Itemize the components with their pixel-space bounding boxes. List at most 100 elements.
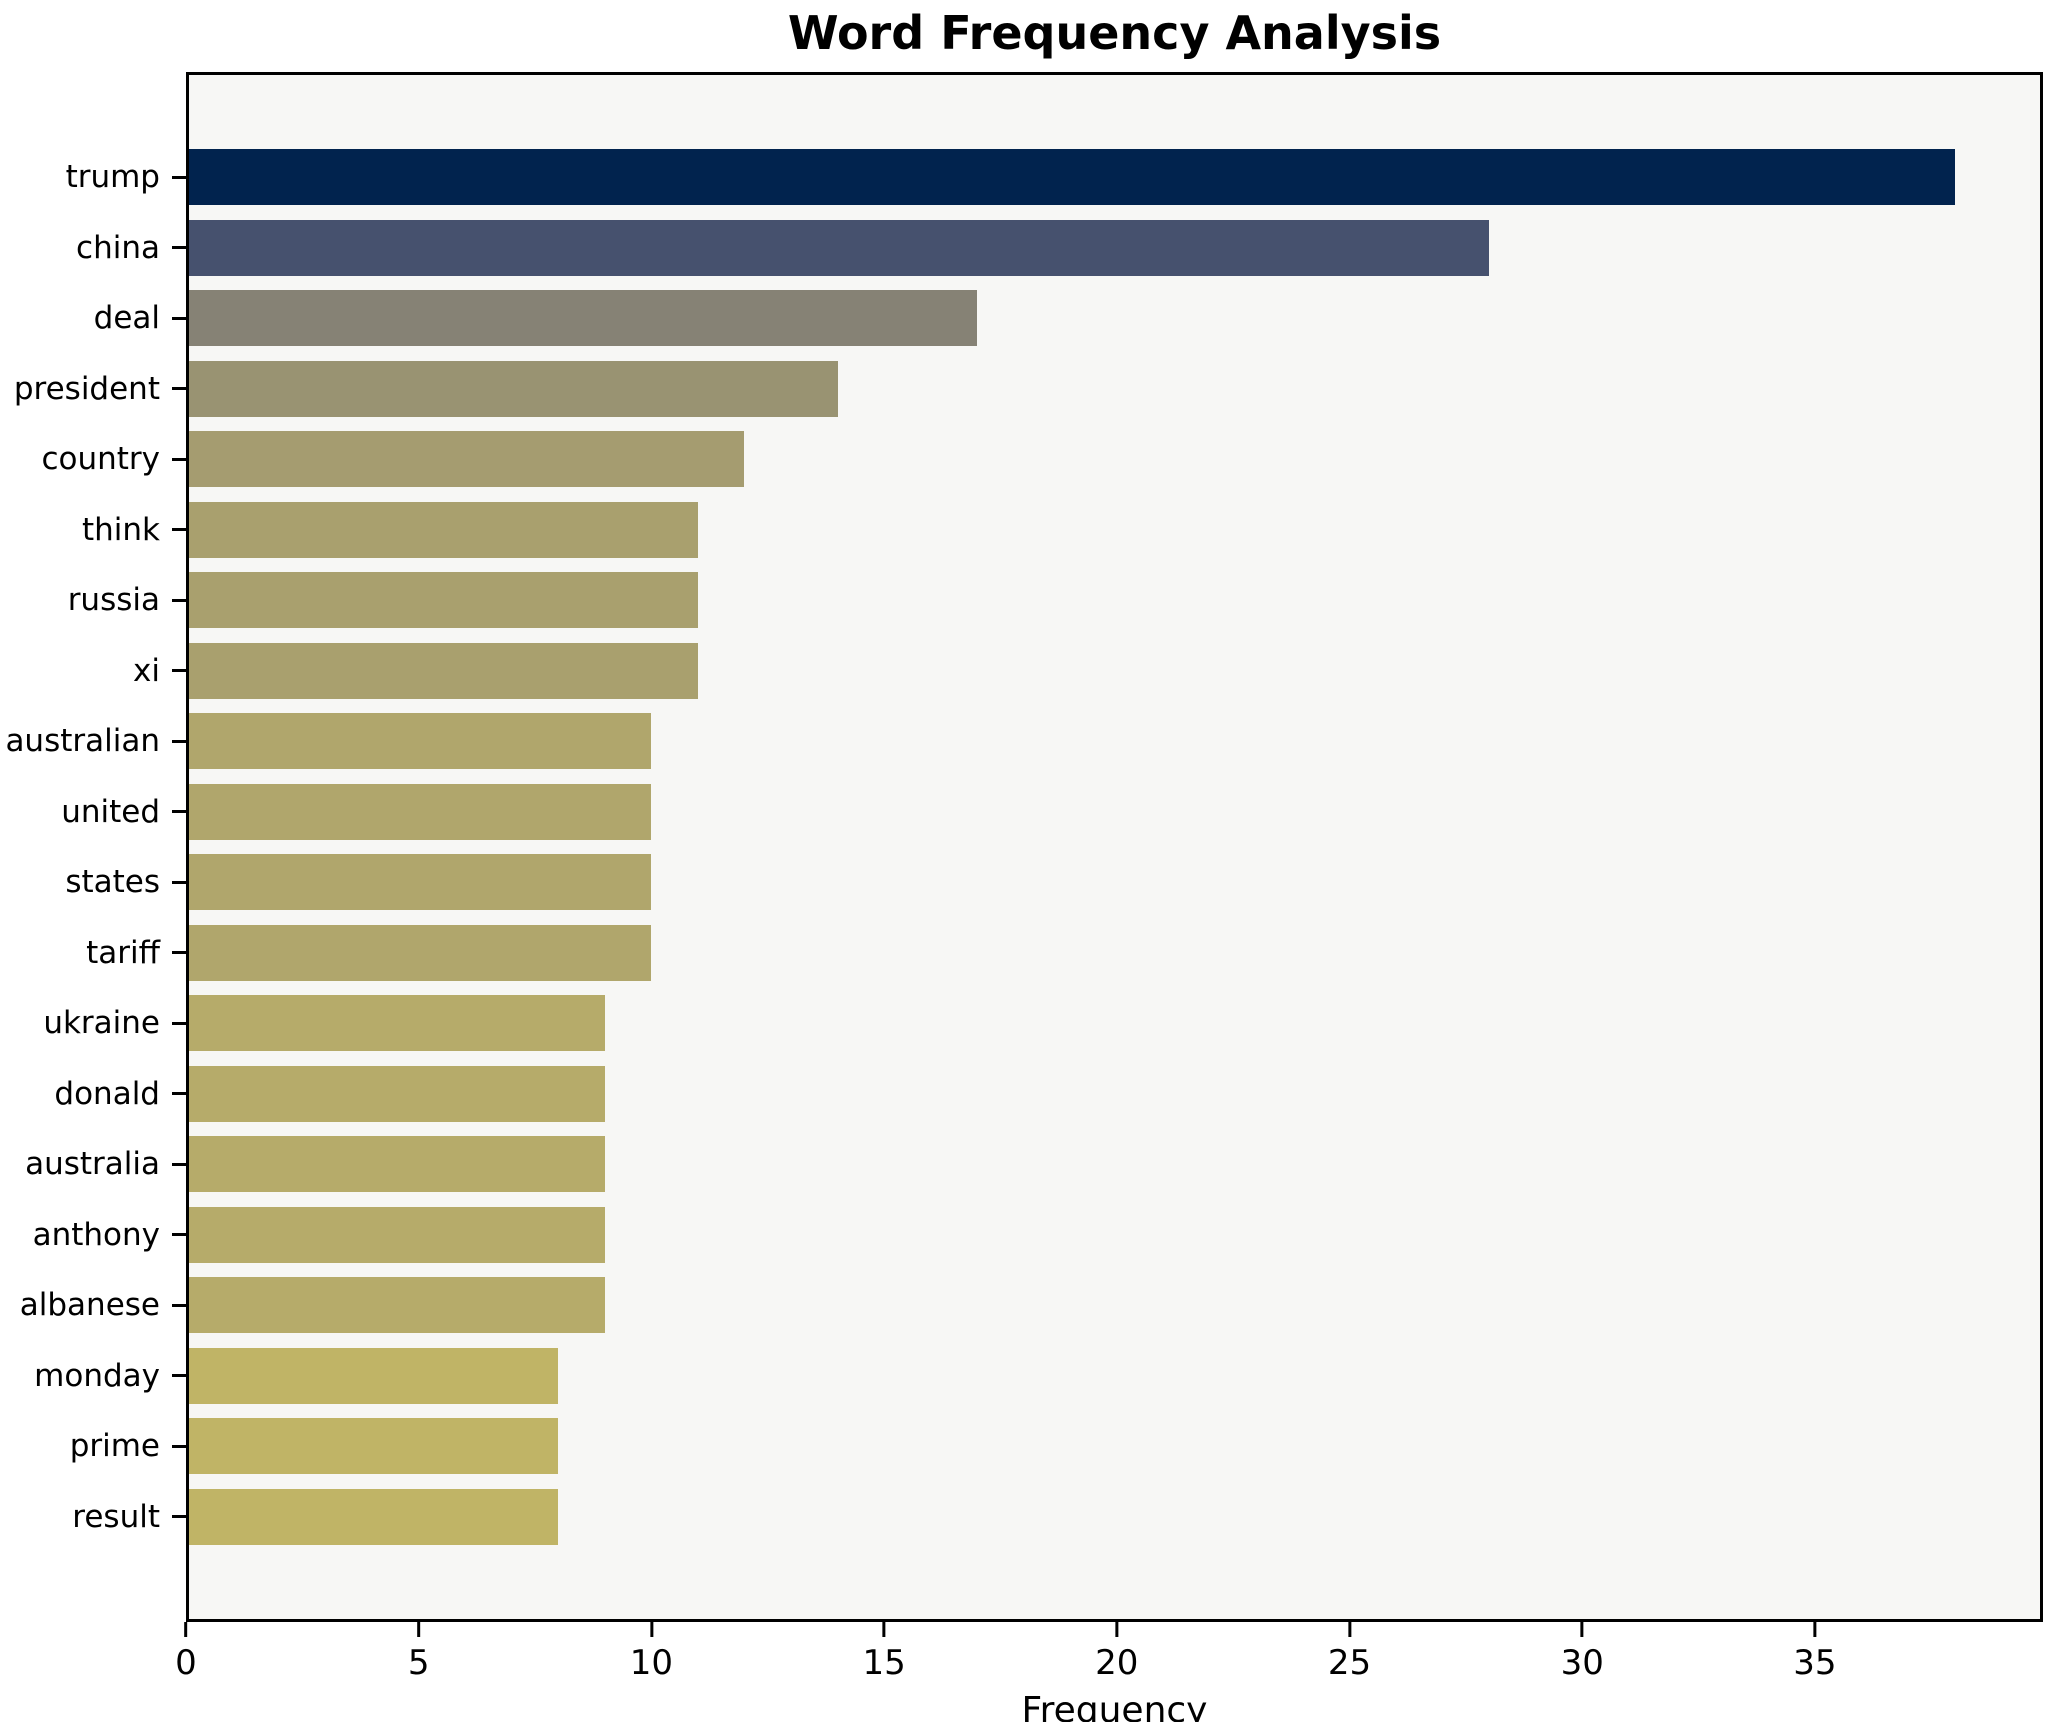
- y-tick-mark: [172, 175, 186, 179]
- y-tick-cell: [172, 424, 186, 495]
- bar-states: [186, 854, 652, 911]
- x-tick-mark: [1348, 1622, 1352, 1637]
- y-tick-cell: [172, 354, 186, 425]
- y-tick-mark: [172, 1092, 186, 1096]
- x-tick-mark: [1813, 1622, 1817, 1637]
- bar-row-states: [186, 847, 2043, 918]
- bar-row-monday: [186, 1341, 2043, 1412]
- y-tick-mark: [172, 316, 186, 320]
- chart-title: Word Frequency Analysis: [787, 6, 1442, 60]
- y-tick-mark: [172, 1021, 186, 1025]
- bar-xi: [186, 642, 698, 699]
- y-tick-mark: [172, 810, 186, 814]
- y-axis-label-albanese: albanese: [19, 1287, 160, 1324]
- bar-president: [186, 360, 838, 417]
- y-tick-mark: [172, 1374, 186, 1378]
- x-tick-mark: [417, 1622, 421, 1637]
- y-tick-cell: [172, 283, 186, 354]
- x-tick-mark: [649, 1622, 653, 1637]
- bar-deal: [186, 290, 978, 347]
- y-tick-mark: [172, 387, 186, 391]
- y-tick-cell: [172, 1200, 186, 1271]
- y-tick-mark: [172, 246, 186, 250]
- y-axis-label-united: united: [61, 793, 160, 830]
- y-tick-mark: [172, 669, 186, 673]
- x-tick-10: 10: [630, 1622, 673, 1683]
- y-axis-label-trump: trump: [65, 159, 160, 196]
- y-tick-mark: [172, 1233, 186, 1237]
- y-tick-cell: [172, 988, 186, 1059]
- bar-australia: [186, 1136, 605, 1193]
- y-axis-label-donald: donald: [54, 1075, 160, 1112]
- y-axis-label-china: china: [76, 229, 160, 266]
- y-axis-label-australian: australian: [5, 723, 160, 760]
- y-axis-label-monday: monday: [34, 1357, 160, 1394]
- bars-container: [186, 142, 2043, 1552]
- y-tick-cell: [172, 777, 186, 848]
- bar-row-country: [186, 424, 2043, 495]
- bar-row-tariff: [186, 918, 2043, 989]
- bar-row-russia: [186, 565, 2043, 636]
- bar-row-donald: [186, 1059, 2043, 1130]
- y-tick-cell: [172, 565, 186, 636]
- bar-row-australian: [186, 706, 2043, 777]
- y-axis-label-prime: prime: [69, 1428, 160, 1465]
- bar-donald: [186, 1065, 605, 1122]
- x-tick-label: 35: [1793, 1643, 1837, 1683]
- bar-ukraine: [186, 995, 605, 1052]
- bar-anthony: [186, 1206, 605, 1263]
- bar-russia: [186, 572, 698, 629]
- bar-result: [186, 1488, 559, 1545]
- x-tick-35: 35: [1793, 1622, 1837, 1683]
- y-tick-mark: [172, 739, 186, 743]
- y-tick-cell: [172, 495, 186, 566]
- bar-row-xi: [186, 636, 2043, 707]
- y-axis-label-tariff: tariff: [86, 934, 160, 971]
- x-tick-20: 20: [1095, 1622, 1138, 1683]
- y-tick-cell: [172, 1482, 186, 1553]
- bar-row-prime: [186, 1411, 2043, 1482]
- y-tick-mark: [172, 1303, 186, 1307]
- x-tick-30: 30: [1561, 1622, 1604, 1683]
- y-axis-label-states: states: [65, 864, 160, 901]
- y-tick-mark: [172, 528, 186, 532]
- x-tick-label: 0: [175, 1643, 197, 1683]
- bar-row-think: [186, 495, 2043, 566]
- bar-row-deal: [186, 283, 2043, 354]
- y-axis-label-russia: russia: [67, 582, 160, 619]
- bar-prime: [186, 1418, 559, 1475]
- plot-area: trump china deal president country think russi…: [5, 72, 2043, 1722]
- x-tick-mark: [1115, 1622, 1119, 1637]
- y-tick-mark: [172, 1515, 186, 1519]
- bar-china: [186, 219, 1490, 276]
- y-tick-cell: [172, 1270, 186, 1341]
- x-tick-label: 20: [1095, 1643, 1139, 1683]
- y-axis-label-australia: australia: [25, 1146, 160, 1183]
- bar-row-trump: [186, 142, 2043, 213]
- x-tick-5: 5: [408, 1622, 430, 1683]
- bar-row-president: [186, 354, 2043, 425]
- y-axis-ticks: [172, 142, 186, 1552]
- x-tick-label: 5: [407, 1643, 430, 1683]
- x-tick-label: 30: [1560, 1643, 1604, 1683]
- x-tick-0: 0: [175, 1622, 197, 1683]
- bar-australian: [186, 713, 652, 770]
- x-tick-mark: [1580, 1622, 1584, 1637]
- y-axis-label-anthony: anthony: [32, 1216, 160, 1253]
- y-tick-mark: [172, 951, 186, 955]
- y-axis-label-deal: deal: [93, 300, 160, 337]
- y-tick-mark: [172, 598, 186, 602]
- y-axis-label-think: think: [81, 511, 160, 548]
- y-tick-mark: [172, 1444, 186, 1448]
- bar-row-albanese: [186, 1270, 2043, 1341]
- bar-row-anthony: [186, 1200, 2043, 1271]
- y-tick-cell: [172, 213, 186, 284]
- y-tick-cell: [172, 1341, 186, 1412]
- bar-row-australia: [186, 1129, 2043, 1200]
- y-tick-cell: [172, 1059, 186, 1130]
- y-tick-mark: [172, 1162, 186, 1166]
- y-axis-label-xi: xi: [133, 652, 160, 689]
- bar-albanese: [186, 1277, 605, 1334]
- y-axis-label-ukraine: ukraine: [43, 1005, 160, 1042]
